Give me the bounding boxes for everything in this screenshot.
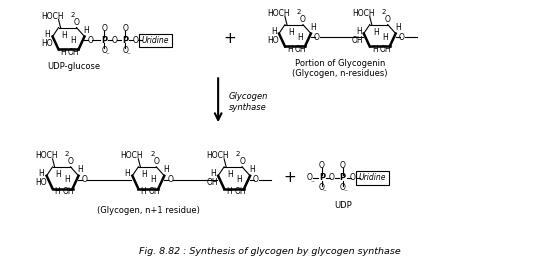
Text: H: H xyxy=(210,169,216,178)
Text: 2: 2 xyxy=(64,151,69,157)
Text: O: O xyxy=(385,15,390,24)
Text: O: O xyxy=(399,33,404,42)
Text: H: H xyxy=(56,170,62,179)
Text: OH: OH xyxy=(148,187,160,196)
Text: H: H xyxy=(249,165,255,174)
Text: OH: OH xyxy=(295,45,307,54)
Text: H: H xyxy=(141,170,147,179)
Text: 2: 2 xyxy=(70,12,75,18)
Text: Uridine: Uridine xyxy=(141,36,169,45)
Text: UDP: UDP xyxy=(334,201,352,210)
Text: H: H xyxy=(45,30,50,39)
Text: OH: OH xyxy=(68,48,79,57)
Text: HOCH: HOCH xyxy=(352,9,375,18)
Text: H: H xyxy=(227,170,233,179)
Text: O: O xyxy=(82,175,87,184)
Text: O: O xyxy=(102,24,107,33)
Text: O: O xyxy=(111,36,117,45)
Text: ⁻: ⁻ xyxy=(323,187,327,196)
Text: O: O xyxy=(68,157,73,166)
Text: O: O xyxy=(253,175,259,184)
Text: O: O xyxy=(350,173,356,182)
Text: H: H xyxy=(287,45,293,54)
Text: H: H xyxy=(125,169,130,178)
Text: HO: HO xyxy=(267,36,279,45)
Text: O: O xyxy=(123,24,129,33)
Text: O: O xyxy=(87,36,93,45)
Text: O: O xyxy=(319,161,325,170)
Text: Glycogen
synthase: Glycogen synthase xyxy=(228,92,268,112)
Text: H: H xyxy=(151,175,156,184)
Text: O: O xyxy=(340,161,346,170)
Text: +: + xyxy=(224,31,237,46)
Text: H: H xyxy=(164,165,169,174)
Text: OH: OH xyxy=(206,178,218,187)
Text: H: H xyxy=(356,27,362,36)
Text: O: O xyxy=(239,157,245,166)
Text: H: H xyxy=(39,169,44,178)
Text: HOCH: HOCH xyxy=(121,151,143,160)
Text: O: O xyxy=(153,157,159,166)
Text: 2: 2 xyxy=(297,9,301,15)
Text: O: O xyxy=(167,175,173,184)
Text: OH: OH xyxy=(234,187,246,196)
Text: Portion of Glycogenin
(Glycogen, n-residues): Portion of Glycogenin (Glycogen, n-resid… xyxy=(292,59,388,78)
Text: O: O xyxy=(329,173,335,182)
Text: H: H xyxy=(288,28,294,37)
Text: H: H xyxy=(84,26,89,35)
Text: HOCH: HOCH xyxy=(267,9,290,18)
Text: H: H xyxy=(78,165,83,174)
Text: P: P xyxy=(102,36,107,45)
Text: OH: OH xyxy=(380,45,392,54)
Text: HO: HO xyxy=(40,39,52,48)
Text: 2: 2 xyxy=(236,151,240,157)
Text: O: O xyxy=(340,183,346,192)
Text: H: H xyxy=(71,36,76,45)
Text: ⁻: ⁻ xyxy=(105,50,110,59)
Text: P: P xyxy=(319,173,325,182)
Text: Uridine: Uridine xyxy=(359,173,387,182)
Text: H: H xyxy=(55,187,60,196)
Text: O: O xyxy=(73,18,79,26)
Text: +: + xyxy=(284,170,296,185)
Text: Fig. 8.82 : Synthesis of glycogen by glycogen synthase: Fig. 8.82 : Synthesis of glycogen by gly… xyxy=(139,247,401,256)
Text: ⁻: ⁻ xyxy=(344,187,348,196)
Text: 2: 2 xyxy=(150,151,154,157)
Text: ⁻: ⁻ xyxy=(126,50,130,59)
Text: HO: HO xyxy=(35,178,46,187)
Text: O: O xyxy=(102,46,107,55)
Text: H: H xyxy=(373,28,379,37)
Text: H: H xyxy=(395,23,401,32)
Text: P: P xyxy=(123,36,129,45)
Text: HOCH: HOCH xyxy=(41,12,64,21)
Text: 2: 2 xyxy=(382,9,386,15)
Text: HOCH: HOCH xyxy=(206,151,229,160)
Text: O: O xyxy=(314,33,320,42)
Text: O: O xyxy=(132,36,138,45)
Text: ⁻: ⁻ xyxy=(311,178,315,187)
Text: OH: OH xyxy=(63,187,75,196)
Text: H: H xyxy=(140,187,146,196)
Text: H: H xyxy=(297,33,303,42)
Text: O: O xyxy=(123,46,129,55)
Text: H: H xyxy=(310,23,316,32)
Text: HOCH: HOCH xyxy=(35,151,58,160)
Text: H: H xyxy=(65,175,70,184)
Text: H: H xyxy=(372,45,377,54)
Text: UDP-glucose: UDP-glucose xyxy=(47,62,100,71)
Text: O: O xyxy=(319,183,325,192)
Text: H: H xyxy=(226,187,232,196)
FancyBboxPatch shape xyxy=(356,171,389,185)
Text: O: O xyxy=(300,15,306,24)
Text: H: H xyxy=(382,33,388,42)
Text: OH: OH xyxy=(352,36,363,45)
Text: O: O xyxy=(307,173,313,182)
Text: H: H xyxy=(60,48,66,57)
Text: H: H xyxy=(236,175,242,184)
Text: (Glycogen, n+1 residue): (Glycogen, n+1 residue) xyxy=(97,206,200,215)
FancyBboxPatch shape xyxy=(139,34,172,47)
Text: H: H xyxy=(62,31,68,40)
Text: H: H xyxy=(271,27,277,36)
Text: P: P xyxy=(340,173,346,182)
